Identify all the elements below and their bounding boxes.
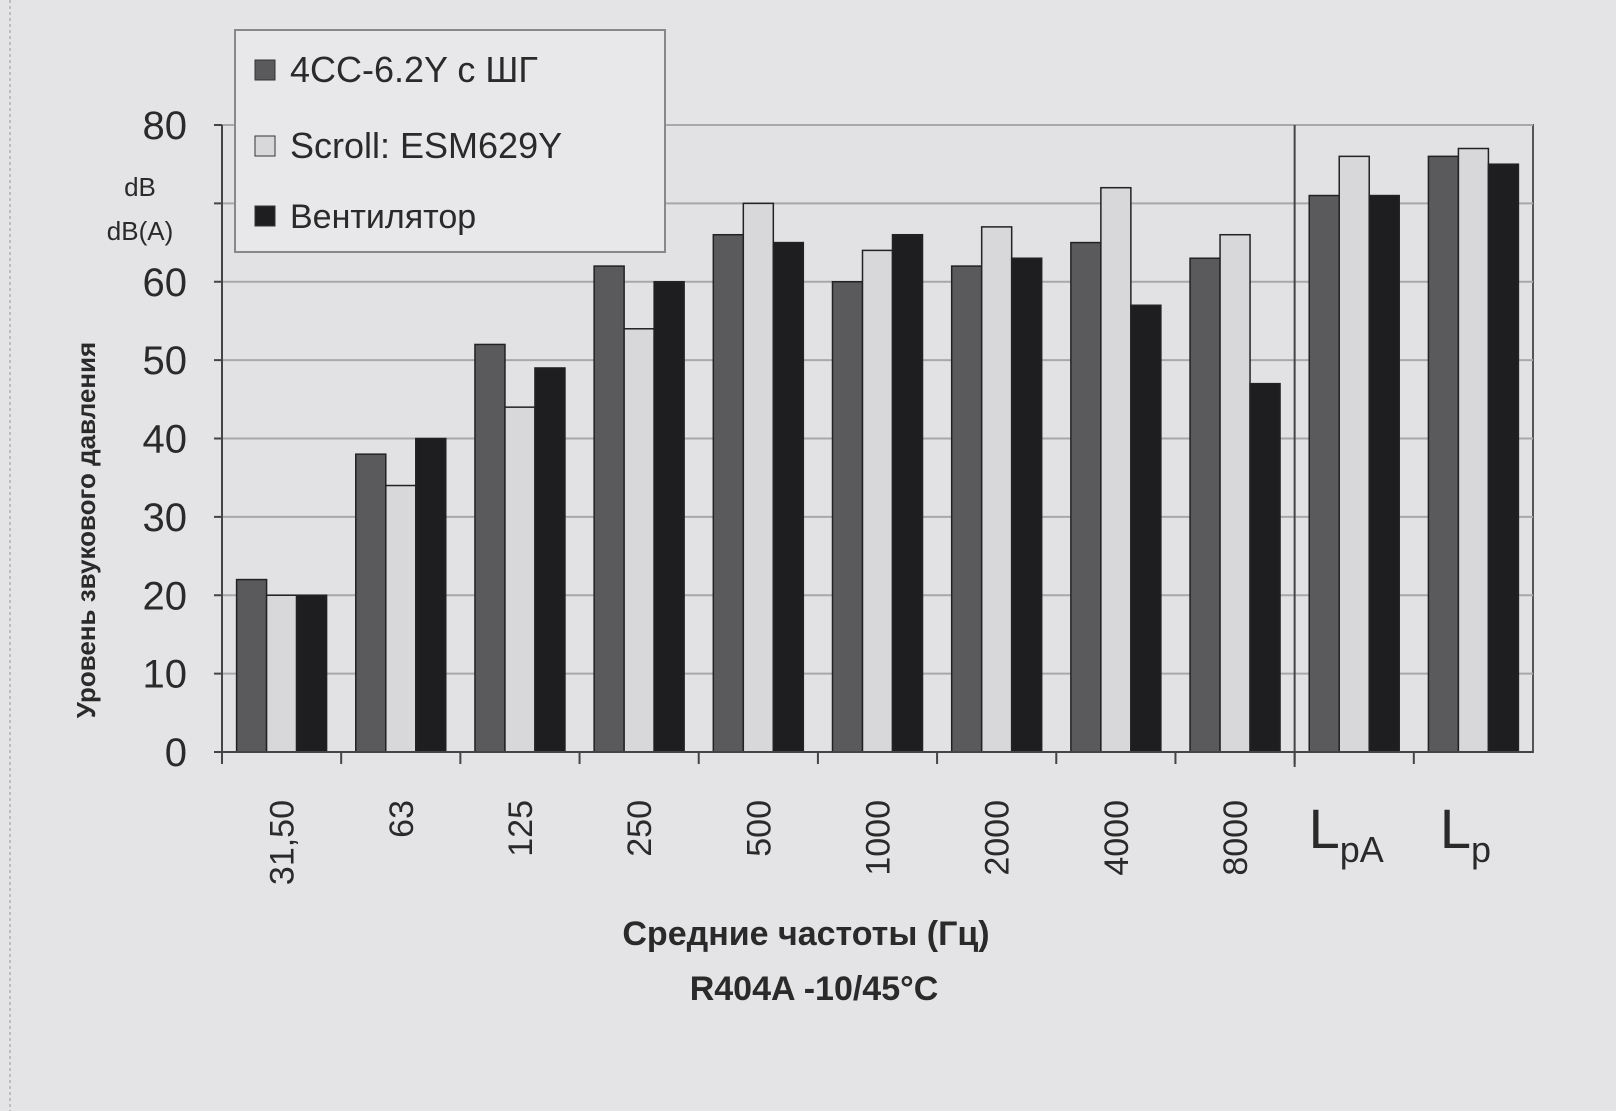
y-tick-label: 50 (143, 339, 188, 383)
bar (623, 328, 655, 753)
bar (1487, 163, 1520, 753)
y-tick-label: 30 (143, 496, 188, 540)
bar (1338, 155, 1370, 753)
bar (712, 233, 745, 753)
bar (355, 453, 387, 753)
y-tick-label: 80 (143, 104, 188, 148)
legend: 4CC-6.2Y с ШГ Scroll: ESM629Y Вентилятор (234, 29, 666, 253)
y-tick-label: 0 (165, 731, 187, 775)
x-tick-label: 2000 (979, 800, 1017, 876)
y-tick-label: 60 (143, 261, 188, 305)
bar (235, 578, 268, 753)
bar (742, 202, 775, 753)
bar (1249, 382, 1281, 753)
bar (1219, 233, 1251, 753)
x-axis-label: Средние частоты (Гц) (622, 915, 989, 953)
x-tick-label: 8000 (1217, 800, 1255, 876)
bar (891, 233, 924, 753)
x-tick-label: 4000 (1098, 800, 1136, 876)
y-axis-label: Уровень звукового давления (71, 342, 101, 718)
bar (861, 249, 894, 753)
bar (950, 265, 983, 753)
y-tick-label: 20 (143, 574, 188, 618)
bar (1457, 147, 1490, 753)
y-tick-label: 10 (143, 653, 188, 697)
y-unit-db: dB (124, 172, 156, 202)
bar (1368, 194, 1400, 753)
x-tick-label: 500 (740, 800, 778, 857)
legend-label: 4CC-6.2Y с ШГ (290, 49, 538, 90)
bar (772, 241, 805, 753)
bar (980, 226, 1013, 753)
legend-swatch (254, 135, 276, 157)
bar (265, 594, 298, 753)
x-tick-label: 250 (621, 800, 659, 857)
bar (1070, 241, 1102, 753)
chart-subtitle: R404A -10/45°C (690, 970, 939, 1008)
x-tick-label: 31,50 (264, 800, 302, 885)
bar (1308, 194, 1340, 753)
legend-label: Вентилятор (290, 198, 476, 236)
bar (653, 281, 685, 753)
bar (1100, 186, 1132, 753)
bar (1010, 257, 1043, 753)
bar (474, 343, 506, 753)
bar (831, 281, 864, 753)
bar (1189, 257, 1221, 753)
legend-label: Scroll: ESM629Y (290, 125, 562, 166)
x-tick-label: 125 (502, 800, 540, 857)
x-tick-label: 1000 (860, 800, 898, 876)
bar (1130, 304, 1162, 753)
bar (504, 406, 536, 753)
x-tick-label: 63 (383, 800, 421, 838)
bar (415, 437, 447, 753)
bar (295, 594, 328, 753)
y-unit-dba: dB(A) (107, 216, 173, 246)
bar (1427, 155, 1460, 753)
legend-swatch (254, 59, 276, 81)
y-tick-label: 40 (143, 418, 188, 462)
bar (534, 367, 566, 753)
bar (385, 484, 417, 753)
bar (593, 265, 625, 753)
legend-swatch (254, 205, 276, 227)
